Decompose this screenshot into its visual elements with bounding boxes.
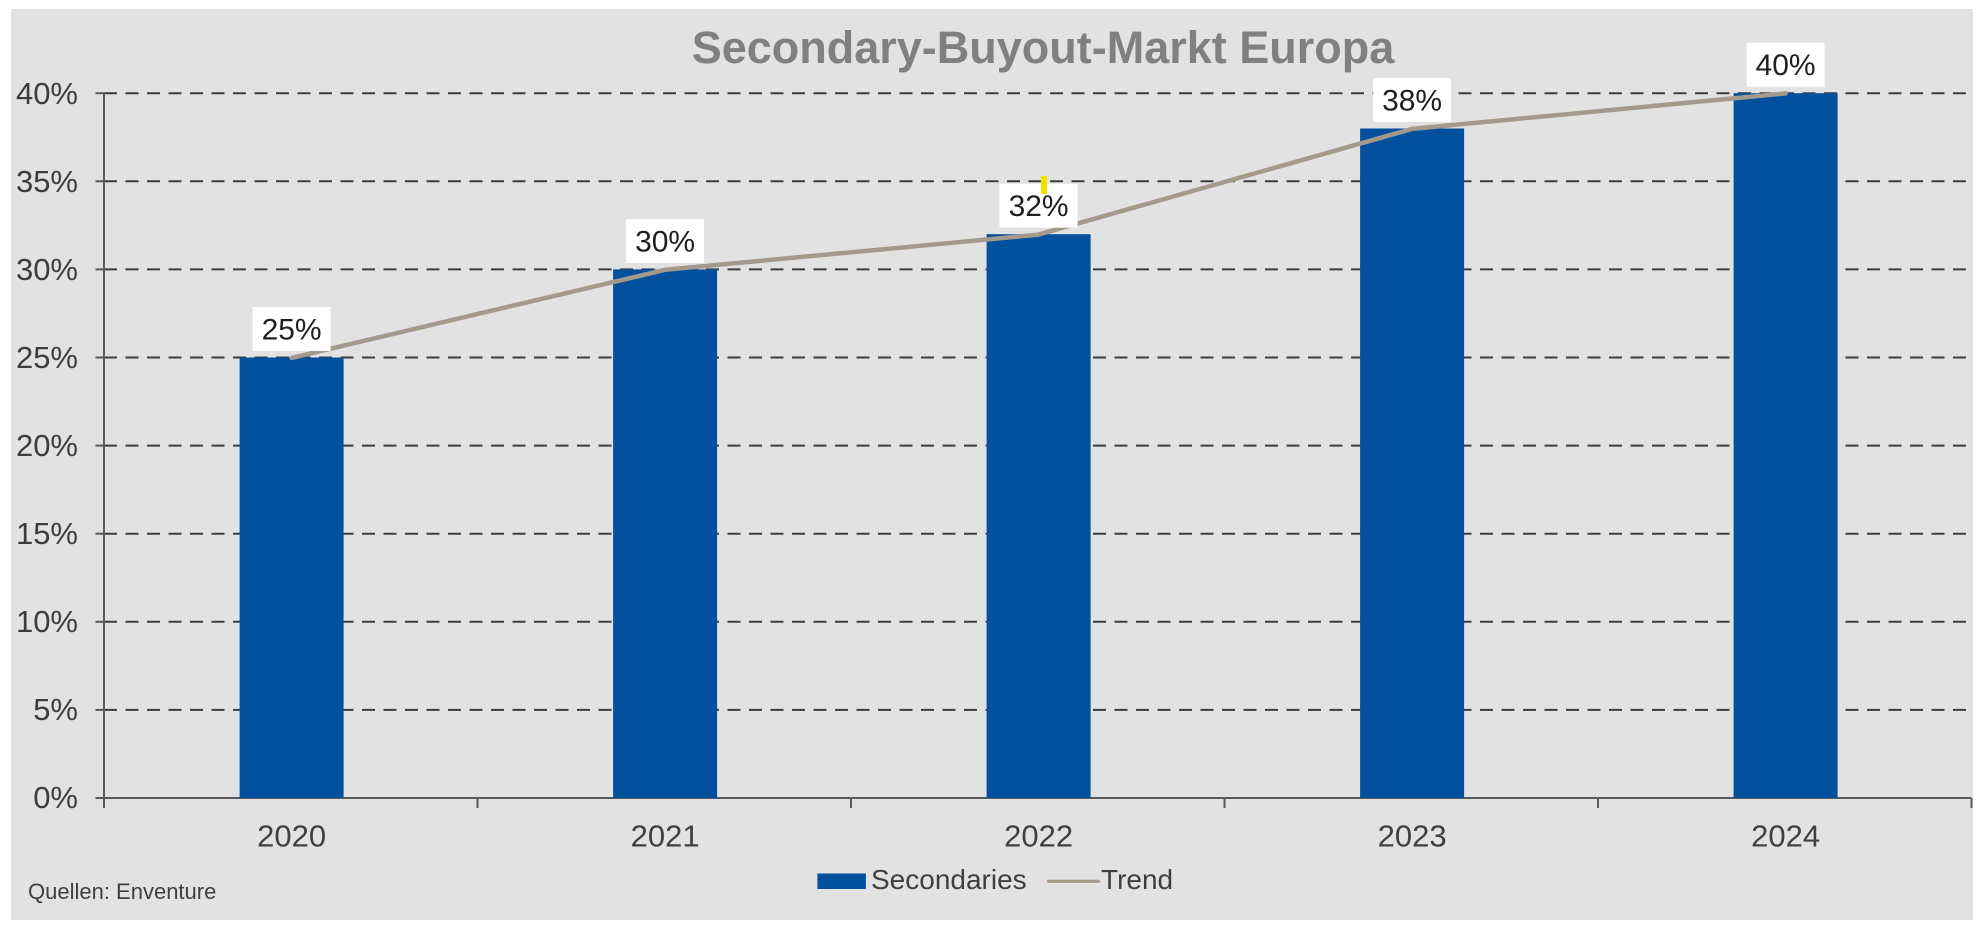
svg-text:35%: 35% bbox=[16, 164, 78, 199]
svg-text:2023: 2023 bbox=[1378, 819, 1447, 854]
svg-text:38%: 38% bbox=[1382, 85, 1442, 118]
svg-text:10%: 10% bbox=[16, 604, 78, 639]
svg-text:40%: 40% bbox=[1756, 49, 1816, 82]
svg-text:15%: 15% bbox=[16, 516, 78, 551]
svg-text:2022: 2022 bbox=[1004, 819, 1073, 854]
svg-text:30%: 30% bbox=[635, 225, 695, 258]
svg-text:0%: 0% bbox=[33, 780, 78, 815]
svg-text:30%: 30% bbox=[16, 252, 78, 287]
svg-text:2021: 2021 bbox=[631, 819, 700, 854]
svg-text:5%: 5% bbox=[33, 692, 78, 727]
svg-text:Secondary-Buyout-Markt Europa: Secondary-Buyout-Markt Europa bbox=[692, 22, 1396, 73]
svg-text:25%: 25% bbox=[262, 314, 322, 347]
svg-text:40%: 40% bbox=[16, 76, 78, 111]
svg-text:2020: 2020 bbox=[257, 819, 326, 854]
svg-text:Quellen: Enventure: Quellen: Enventure bbox=[28, 879, 216, 904]
svg-text:Trend: Trend bbox=[1101, 864, 1173, 895]
svg-text:32%: 32% bbox=[1009, 190, 1069, 223]
svg-text:Secondaries: Secondaries bbox=[871, 864, 1027, 895]
svg-text:20%: 20% bbox=[16, 428, 78, 463]
svg-text:25%: 25% bbox=[16, 340, 78, 375]
svg-text:2024: 2024 bbox=[1751, 819, 1820, 854]
